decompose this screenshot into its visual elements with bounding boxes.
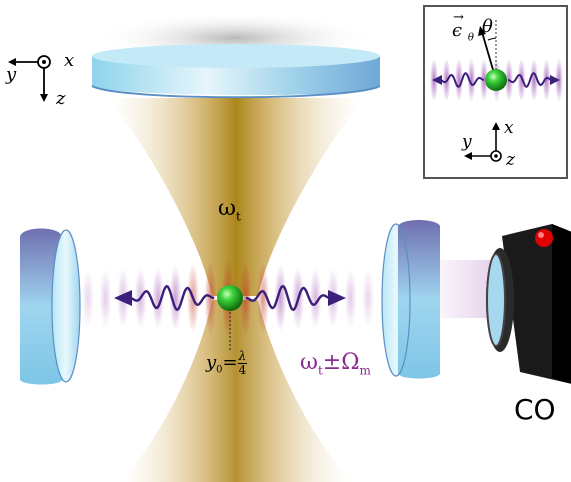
standing-wave-fringe bbox=[257, 262, 269, 334]
inset-standing-wave-fringe bbox=[542, 58, 551, 102]
detector-light-icon bbox=[535, 229, 553, 247]
standing-wave-fringe bbox=[344, 268, 357, 328]
detector-label: CO bbox=[514, 393, 556, 426]
inset-angle-label: θ bbox=[482, 16, 493, 37]
standing-wave-fringe bbox=[99, 268, 112, 328]
right-cavity-mirror bbox=[381, 220, 440, 379]
cavity-standing-wave bbox=[82, 258, 374, 338]
top-lens bbox=[91, 44, 381, 99]
tweezer-frequency-label: ωt bbox=[218, 196, 241, 224]
inset-polarization-label: → ϵ θ bbox=[452, 10, 474, 44]
inset-axis-label-y: y bbox=[462, 132, 472, 152]
inset-standing-wave-fringe bbox=[455, 58, 463, 102]
position-label: y0= λ 4 bbox=[206, 349, 248, 377]
inset-standing-wave-fringe bbox=[530, 58, 538, 102]
axis-label-x: x bbox=[64, 50, 75, 71]
standing-wave-fringe bbox=[239, 259, 252, 337]
standing-wave-fringe bbox=[362, 268, 374, 328]
tweezer-beam-lower bbox=[120, 300, 352, 482]
tweezer-beam-upper bbox=[108, 98, 364, 296]
inset-axis-label-x: x bbox=[504, 118, 514, 138]
standing-wave-fringe bbox=[169, 264, 182, 332]
inset-standing-wave-fringe bbox=[467, 58, 476, 102]
detector-camera bbox=[486, 224, 571, 384]
phonon-wave-arrows bbox=[114, 284, 346, 312]
standing-wave-fringe bbox=[152, 267, 164, 329]
standing-wave-fringe bbox=[274, 264, 287, 332]
axis-label-z: z bbox=[56, 88, 66, 109]
inset-axis-label-z: z bbox=[506, 150, 515, 170]
inset-nanoparticle bbox=[485, 69, 507, 91]
nanoparticle bbox=[217, 285, 243, 311]
main-axes bbox=[8, 55, 51, 102]
left-cavity-mirror bbox=[20, 228, 81, 385]
standing-wave-fringe bbox=[82, 268, 94, 328]
standing-wave-fringe bbox=[309, 268, 322, 328]
inset-panel bbox=[423, 5, 568, 179]
axis-label-y: y bbox=[6, 64, 17, 85]
inset-standing-wave-fringe bbox=[517, 58, 526, 102]
sideband-frequency-label: ωt±Ωm bbox=[300, 350, 371, 378]
